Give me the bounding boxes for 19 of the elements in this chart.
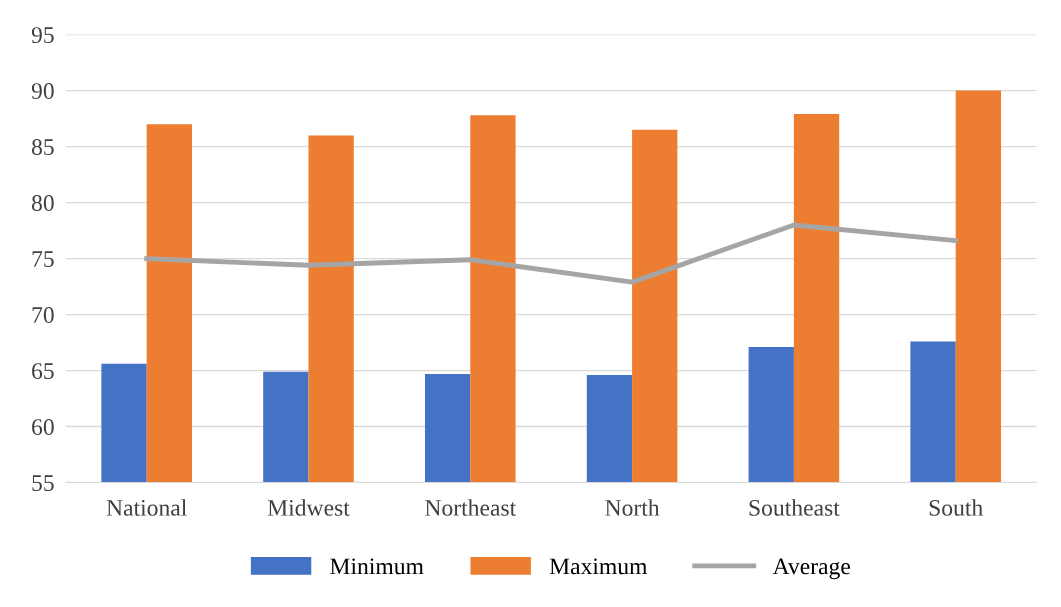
y-tick-label: 80 <box>31 195 54 212</box>
x-tick-label: North <box>605 499 660 516</box>
legend-label: Maximum <box>549 558 648 575</box>
y-tick-label: 95 <box>31 27 54 44</box>
x-tick-label: Southeast <box>749 499 840 516</box>
y-tick-label: 85 <box>31 139 54 156</box>
y-tick-label: 70 <box>32 307 54 323</box>
y-tick-label: 90 <box>31 83 54 100</box>
y-tick-label: 65 <box>32 363 54 379</box>
x-tick-label: National <box>106 499 187 516</box>
y-tick-label: 75 <box>32 251 54 268</box>
x-tick-label: South <box>929 499 983 516</box>
y-tick-label: 55 <box>32 475 54 491</box>
legend-label: Minimum <box>330 558 424 575</box>
x-tick-label: Northeast <box>425 499 517 516</box>
line-series <box>144 222 959 285</box>
y-tick-label: 60 <box>32 419 54 435</box>
legend-label: Average <box>772 558 850 580</box>
x-tick-label: Midwest <box>267 499 350 516</box>
